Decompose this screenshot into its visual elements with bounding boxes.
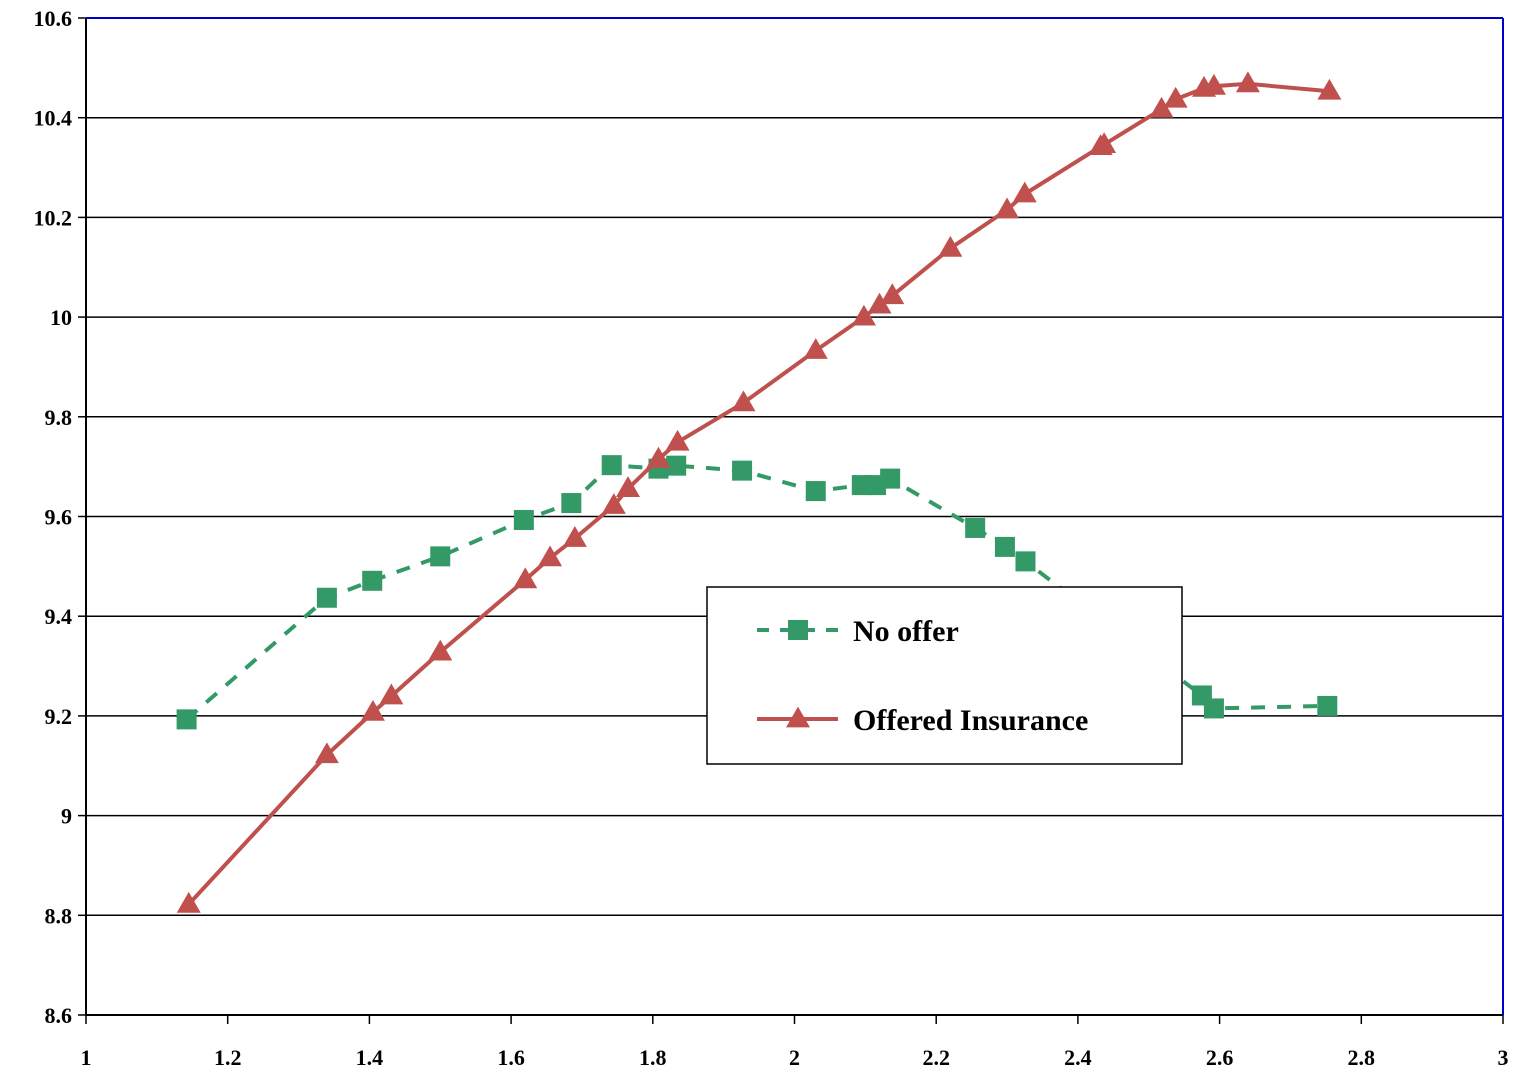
- data-point: [538, 545, 563, 567]
- data-point: [316, 587, 337, 608]
- data-point: [176, 891, 201, 913]
- data-point: [176, 709, 197, 730]
- y-tick-label: 8.6: [45, 1003, 73, 1028]
- data-point: [994, 536, 1015, 557]
- y-tick-label: 9.6: [45, 505, 73, 530]
- x-tick-label: 1: [81, 1045, 92, 1070]
- data-point: [880, 468, 901, 489]
- y-tick-label: 10.4: [34, 106, 73, 131]
- y-tick-label: 9.2: [45, 704, 73, 729]
- y-tick-label: 10.2: [34, 205, 73, 230]
- data-point: [513, 567, 538, 589]
- y-tick-label: 9.4: [45, 604, 73, 629]
- tick-labels: 8.6 8.8 9 9.2 9.4 9.6 9.8 10 10.2 10.4 10.6 1 1.2 1.4…: [34, 6, 1509, 1070]
- x-tick-label: 2.2: [922, 1045, 950, 1070]
- data-point: [1317, 695, 1338, 716]
- x-tick-label: 3: [1498, 1045, 1509, 1070]
- data-point: [1092, 132, 1117, 154]
- data-point: [666, 455, 687, 476]
- data-point: [601, 455, 622, 476]
- data-point: [665, 429, 690, 451]
- x-tick-label: 1.6: [497, 1045, 525, 1070]
- data-point: [1015, 551, 1036, 572]
- legend-marker: [786, 706, 810, 728]
- x-tick-label: 2: [789, 1045, 800, 1070]
- legend-box: [706, 586, 1183, 765]
- data-point: [646, 446, 671, 468]
- data-point: [851, 304, 876, 326]
- series-layer: [176, 71, 1342, 913]
- data-point: [732, 460, 753, 481]
- data-point: [965, 517, 986, 538]
- data-point: [938, 235, 963, 257]
- legend: No offer Offered Insurance: [706, 586, 1183, 765]
- x-tick-label: 1.2: [214, 1045, 242, 1070]
- data-point: [428, 639, 453, 661]
- legend-label: No offer: [853, 615, 959, 648]
- axes: [78, 17, 1504, 1024]
- data-point: [314, 742, 339, 764]
- legend-label: Offered Insurance: [853, 704, 1088, 737]
- data-point: [880, 283, 905, 305]
- data-point: [1235, 71, 1260, 93]
- x-tick-label: 1.4: [356, 1045, 384, 1070]
- data-point: [379, 683, 404, 705]
- data-point: [430, 546, 451, 567]
- data-point: [513, 509, 534, 530]
- data-point: [731, 390, 756, 412]
- data-point: [1012, 181, 1037, 203]
- data-point: [995, 197, 1020, 219]
- data-point: [1163, 86, 1188, 108]
- x-tick-label: 2.4: [1064, 1045, 1092, 1070]
- data-point: [803, 338, 828, 359]
- data-point: [362, 570, 383, 591]
- data-point: [805, 481, 826, 502]
- y-tick-label: 10.6: [34, 6, 73, 31]
- series-no-offer: [176, 455, 1338, 730]
- legend-marker: [788, 620, 808, 640]
- data-point: [562, 526, 587, 547]
- y-tick-label: 8.8: [45, 903, 73, 928]
- data-point: [561, 493, 582, 514]
- data-point: [601, 493, 626, 514]
- legend-entry: No offer: [757, 615, 959, 648]
- y-tick-label: 10: [50, 305, 72, 330]
- data-point: [867, 292, 892, 314]
- data-point: [1317, 78, 1342, 100]
- y-tick-label: 9.8: [45, 405, 73, 430]
- data-point: [360, 700, 385, 721]
- series-offered-insurance: [176, 71, 1342, 913]
- x-tick-label: 2.8: [1348, 1045, 1376, 1070]
- data-point: [1201, 73, 1226, 95]
- y-tick-label: 9: [61, 804, 72, 829]
- data-point: [1203, 698, 1224, 719]
- data-point: [616, 476, 641, 497]
- legend-entries: No offer Offered Insurance: [757, 615, 1088, 737]
- x-tick-label: 2.6: [1206, 1045, 1234, 1070]
- x-tick-label: 1.8: [639, 1045, 667, 1070]
- legend-entry: Offered Insurance: [757, 704, 1088, 737]
- data-point: [1149, 96, 1174, 118]
